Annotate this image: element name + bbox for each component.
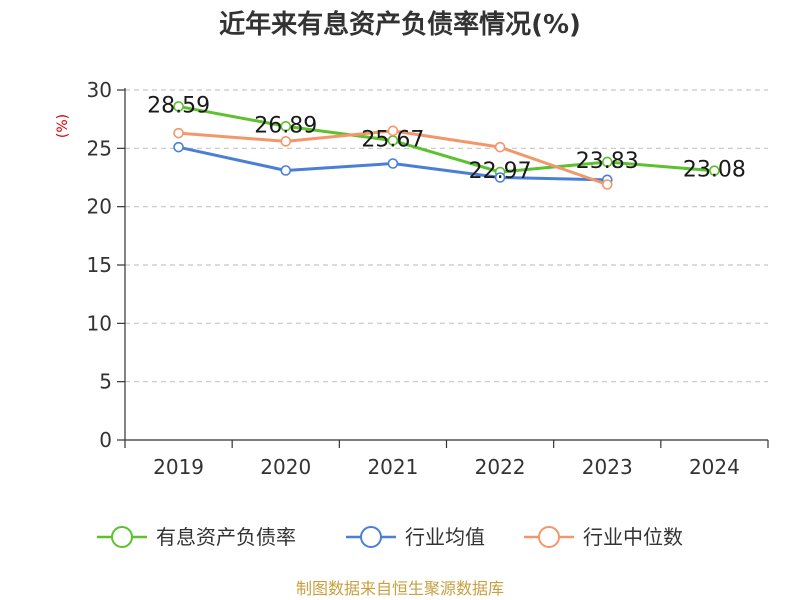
y-tick-label: 5 xyxy=(99,370,112,394)
legend-marker xyxy=(360,526,382,548)
data-point xyxy=(173,141,184,153)
legend-item-2: 行业均值 xyxy=(346,525,485,549)
data-point xyxy=(387,125,399,137)
series-1 xyxy=(173,101,720,178)
y-axis-label: (%) xyxy=(55,114,71,138)
y-tick-label: 30 xyxy=(87,78,112,102)
y-tick-label: 20 xyxy=(87,195,112,219)
data-point xyxy=(173,127,184,139)
y-tick-label: 0 xyxy=(99,428,112,452)
data-point xyxy=(280,165,292,176)
x-tick-label: 2023 xyxy=(582,455,633,479)
x-tick-label: 2021 xyxy=(367,455,418,479)
legend-label: 行业中位数 xyxy=(583,525,683,549)
data-point xyxy=(387,158,399,169)
data-point xyxy=(280,136,292,147)
data-point xyxy=(709,165,720,177)
data-label: 23.83 xyxy=(576,149,639,174)
data-point xyxy=(173,101,184,112)
legend-marker xyxy=(111,526,133,548)
y-tick-label: 25 xyxy=(87,136,112,160)
data-label: 25.67 xyxy=(361,128,424,153)
x-tick-label: 2020 xyxy=(260,455,311,479)
data-point xyxy=(280,120,292,132)
source-note: 制图数据来自恒生聚源数据库 xyxy=(295,579,504,598)
y-tick-label: 10 xyxy=(87,311,112,335)
data-point xyxy=(601,156,613,168)
data-label: 28.59 xyxy=(147,93,210,118)
x-tick-label: 2019 xyxy=(153,455,204,479)
data-label: 22.97 xyxy=(469,159,532,184)
series-line xyxy=(177,104,716,174)
legend-label: 有息资产负债率 xyxy=(156,525,296,549)
data-label: 23.08 xyxy=(683,158,746,183)
legend-label: 行业均值 xyxy=(405,525,485,549)
data-point xyxy=(494,172,506,183)
series-3 xyxy=(173,125,613,190)
x-tick-label: 2022 xyxy=(475,455,526,479)
data-point xyxy=(494,141,506,153)
y-tick-label: 15 xyxy=(87,253,112,277)
legend-item-3: 行业中位数 xyxy=(524,525,683,549)
chart-title: 近年来有息资产负债率情况(%) xyxy=(219,10,581,40)
x-tick-label: 2024 xyxy=(689,455,740,479)
legend-marker xyxy=(538,526,560,548)
legend-item-1: 有息资产负债率 xyxy=(97,525,296,549)
data-point xyxy=(601,179,613,190)
series-2 xyxy=(173,141,613,186)
data-label: 26.89 xyxy=(254,113,317,138)
